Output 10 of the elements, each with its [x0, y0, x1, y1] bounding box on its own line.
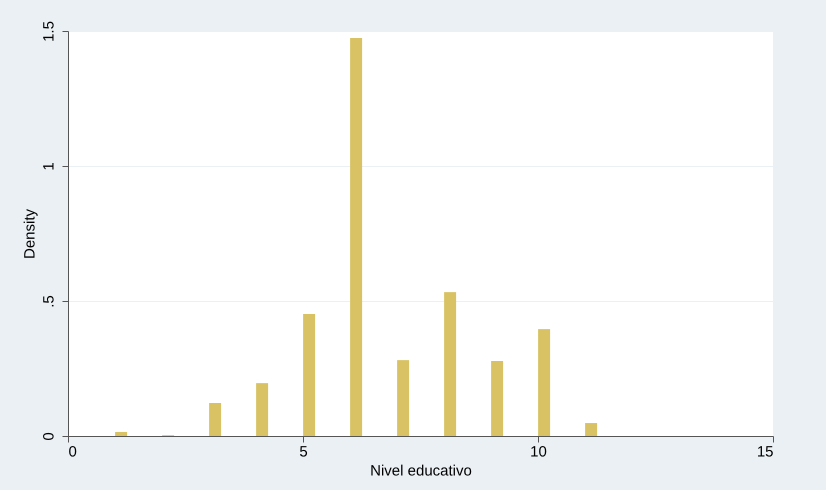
y-tick-label: 1.5 [40, 21, 58, 42]
x-tick-label: 5 [299, 444, 308, 460]
x-axis-title: Nivel educativo [370, 462, 472, 480]
x-tick-label: 15 [756, 444, 774, 460]
y-axis-title: Density [22, 208, 38, 260]
x-tick-label: 10 [530, 444, 547, 460]
y-tick-label: .5 [40, 295, 58, 308]
x-tick-label: 0 [68, 444, 77, 460]
y-tick-label: 0 [40, 432, 58, 441]
y-tick-label: 1 [40, 162, 58, 171]
